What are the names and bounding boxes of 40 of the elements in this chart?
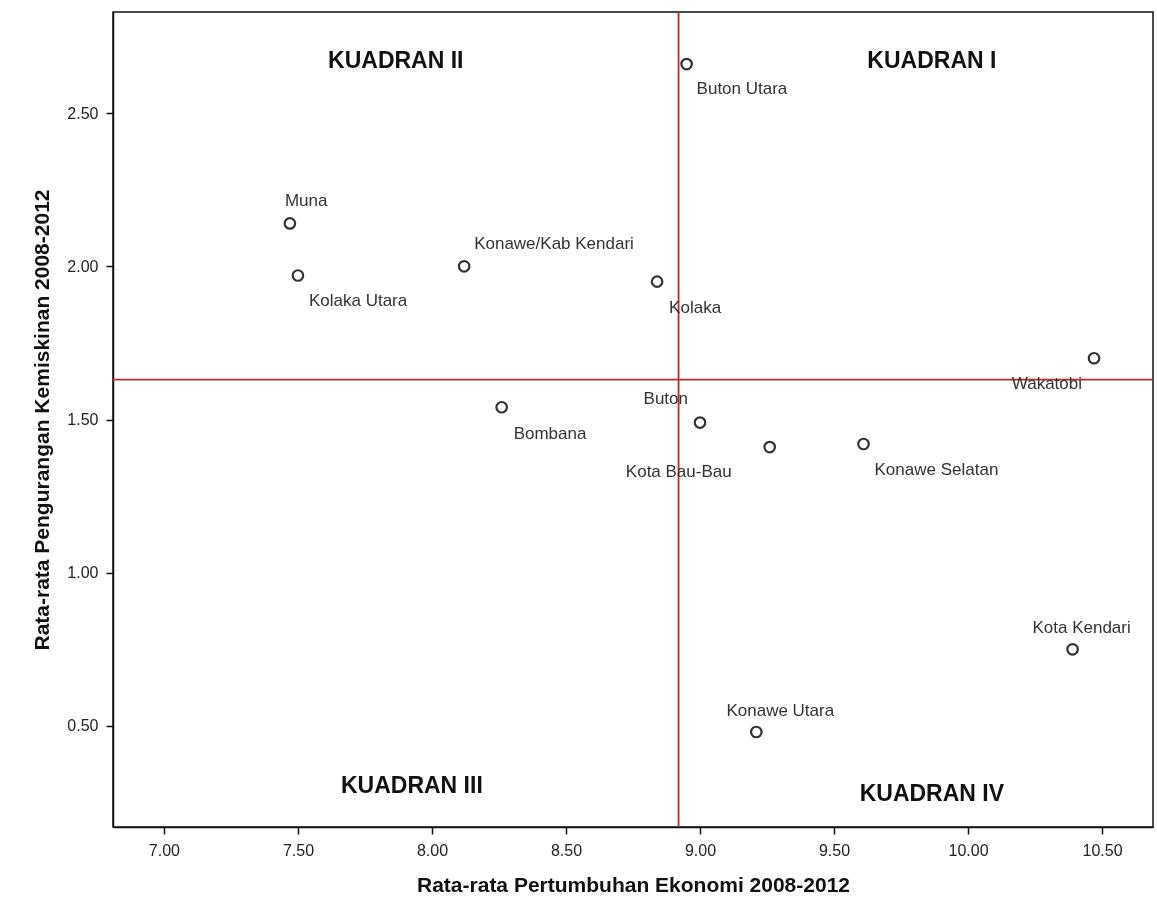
point — [1066, 642, 1079, 656]
x-axis-title: Rata-rata Pertumbuhan Ekonomi 2008-2012 — [417, 872, 850, 896]
x-tick-label: 10.00 — [948, 841, 989, 859]
annotation: Buton Utara — [696, 79, 788, 99]
annotation: KUADRAN IV — [859, 780, 1005, 807]
x-tick-label: 9.00 — [684, 841, 717, 859]
annotation: Muna — [284, 191, 328, 211]
annotation: Konawe/Kab Kendari — [474, 234, 634, 254]
annotation: Bombana — [513, 424, 587, 444]
annotation: Konawe Utara — [726, 701, 835, 721]
point — [291, 269, 305, 282]
y-axis-title: Rata-rata Pengurangan Kemiskinan 2008-2012 — [30, 189, 54, 651]
y-tick-label: 0.50 — [67, 717, 99, 735]
y-tick-label: 1.00 — [67, 564, 99, 582]
annotation: Wakatobi — [1011, 374, 1083, 394]
point — [763, 440, 777, 454]
x-tick-label: 8.00 — [416, 841, 449, 859]
x-tick-label: 9.50 — [818, 841, 851, 859]
point — [680, 57, 693, 71]
point — [650, 275, 664, 288]
x-tick-label: 8.50 — [550, 841, 583, 859]
annotation: Kota Kendari — [1032, 618, 1131, 638]
point — [457, 259, 471, 273]
x-tick-label: 7.00 — [148, 841, 181, 859]
annotation: KUADRAN II — [328, 46, 464, 73]
point — [1087, 351, 1101, 365]
annotation: Konawe Selatan — [874, 460, 999, 480]
y-tick-label: 2.00 — [67, 257, 99, 275]
point — [749, 725, 763, 739]
annotation: KUADRAN III — [340, 772, 483, 799]
y-tick-label: 1.50 — [67, 411, 99, 428]
point — [693, 416, 707, 429]
annotation: Kolaka Utara — [308, 291, 408, 311]
point — [857, 437, 870, 451]
point — [283, 217, 297, 230]
x-tick-label: 10.50 — [1082, 841, 1123, 859]
point — [495, 400, 508, 414]
annotation: KUADRAN I — [867, 46, 997, 73]
x-tick-label: 7.50 — [282, 841, 315, 859]
y-tick-label: 2.50 — [67, 104, 99, 122]
